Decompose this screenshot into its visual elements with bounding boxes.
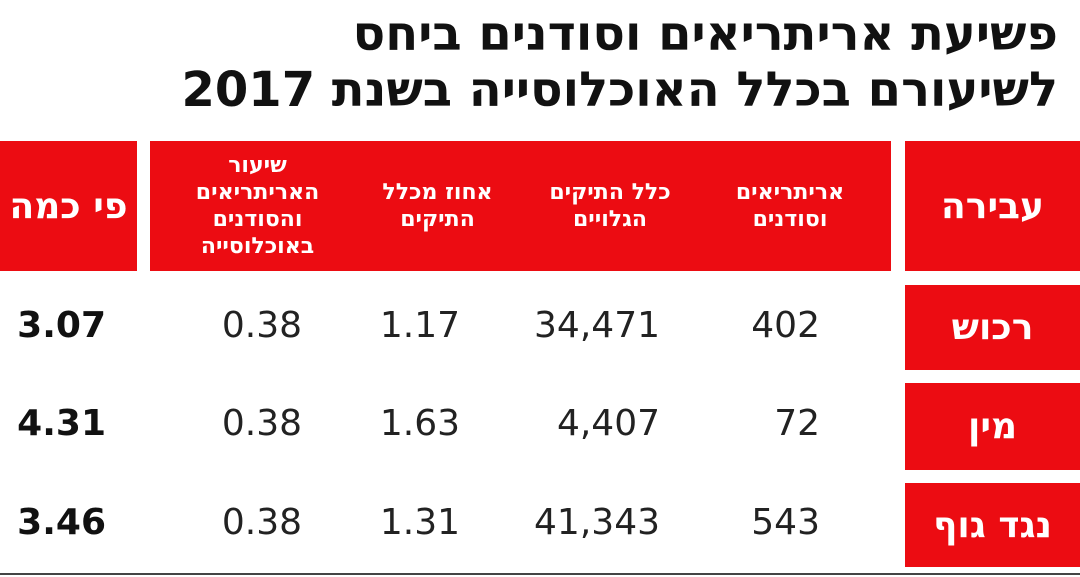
cell-property-eritreans: 402 [751, 305, 820, 346]
header-offense-label: עבירה [941, 185, 1044, 227]
row-label-violence: נגד גוף [905, 483, 1080, 567]
cell-sexual-percent: 1.63 [379, 403, 460, 444]
header-total-cases: כלל התיקים הגלויים [549, 180, 671, 232]
bottom-divider [0, 573, 1080, 575]
header-group [150, 141, 891, 271]
cell-violence-eritreans: 543 [751, 502, 820, 543]
row-label-sexual: מין [905, 383, 1080, 470]
header-offense: עבירה [905, 141, 1080, 271]
cell-property-population: 0.38 [221, 305, 302, 346]
header-percent-of-cases: אחוז מכלל התיקים [382, 180, 493, 232]
cell-sexual-ratio: 4.31 [17, 403, 106, 444]
cell-sexual-total: 4,407 [556, 403, 660, 444]
chart-title: פשיעת אריתריאים וסודנים ביחס לשיעורם בכל… [18, 6, 1059, 118]
cell-sexual-population: 0.38 [221, 403, 302, 444]
cell-violence-ratio: 3.46 [17, 502, 106, 543]
header-population-share: שיעור האריתריאים והסודנים באוכלוסייה [195, 153, 320, 259]
chart-title-line-1: פשיעת אריתריאים וסודנים ביחס [352, 6, 1058, 62]
header-ratio-label: פי כמה [9, 185, 128, 227]
cell-violence-percent: 1.31 [379, 502, 460, 543]
row-label-property: רכוש [905, 285, 1080, 370]
cell-violence-total: 41,343 [534, 502, 660, 543]
cell-property-ratio: 3.07 [17, 305, 106, 346]
cell-sexual-eritreans: 72 [774, 403, 820, 444]
cell-property-total: 34,471 [534, 305, 660, 346]
header-ratio: פי כמה [0, 141, 137, 271]
header-eritreans-sudanese: אריתריאים וסודנים [735, 180, 845, 232]
cell-property-percent: 1.17 [379, 305, 460, 346]
cell-violence-population: 0.38 [221, 502, 302, 543]
chart-title-line-2: לשיעורם בכלל האוכלוסייה בשנת 2017 [181, 62, 1059, 118]
